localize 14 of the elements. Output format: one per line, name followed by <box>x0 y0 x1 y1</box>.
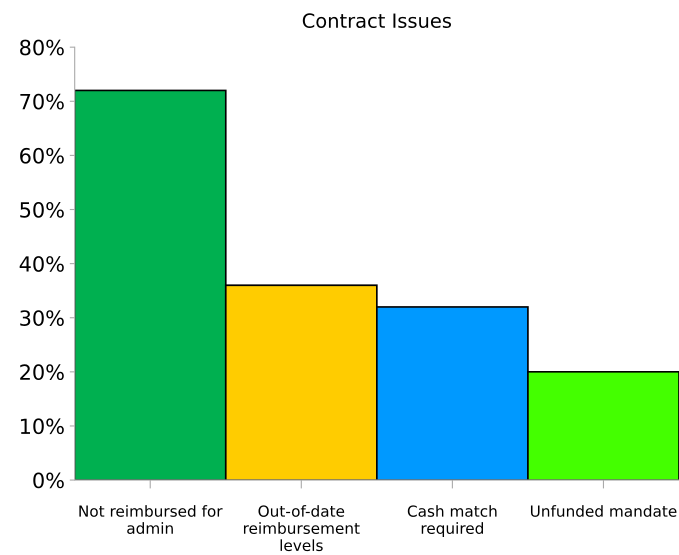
x-tick-label: Out-of-date reimbursement levels <box>244 505 360 552</box>
y-tick-label: 30% <box>20 310 64 326</box>
y-tick-label: 60% <box>20 148 64 164</box>
y-tick-label: 70% <box>20 94 64 110</box>
x-tick-label: Unfunded mandate <box>530 505 676 517</box>
chart-title: Contract Issues <box>302 13 452 28</box>
y-tick-label: 0% <box>33 472 64 488</box>
x-tick-label: Cash match required <box>408 505 497 537</box>
y-tick-label: 50% <box>20 202 64 218</box>
y-tick-label: 10% <box>20 418 64 434</box>
y-tick-label: 20% <box>20 364 64 380</box>
y-tick-label: 40% <box>20 256 64 272</box>
y-tick-label: 80% <box>20 40 64 56</box>
x-tick-label: Not reimbursed for admin <box>79 505 223 534</box>
